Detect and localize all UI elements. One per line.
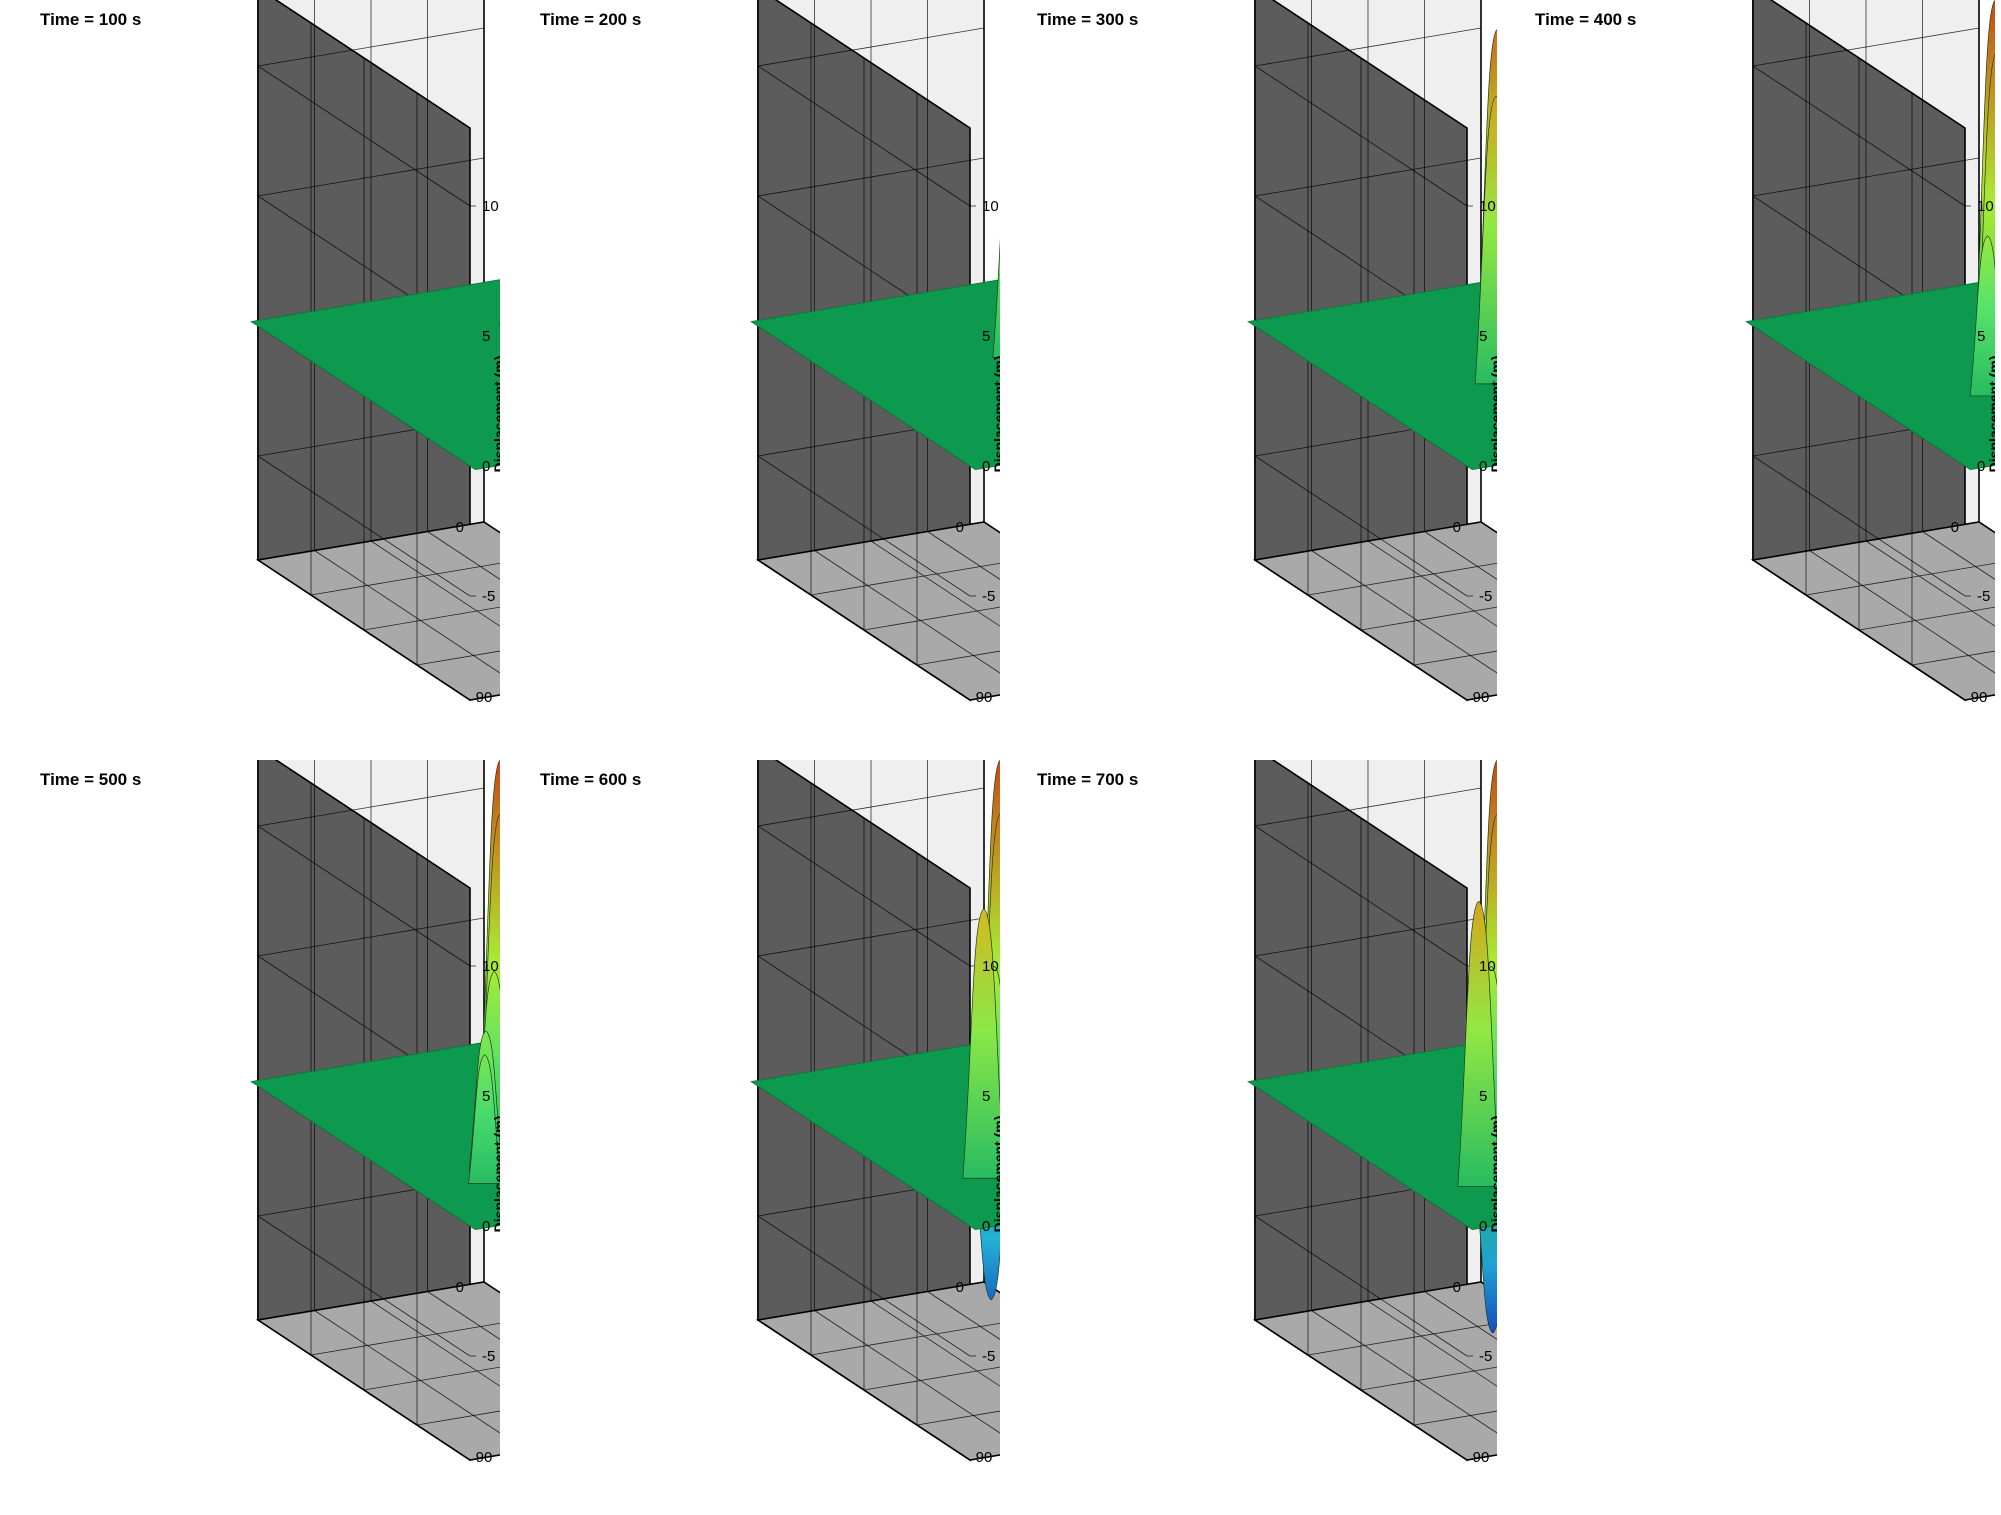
z-tick-label: 5 <box>482 328 490 345</box>
z-tick-label: -5 <box>1977 588 1990 605</box>
z-tick-label: 5 <box>1479 328 1487 345</box>
lon-tick-label: 90 <box>1473 1449 1490 1466</box>
lon-tick-label: 90 <box>976 1449 993 1466</box>
lat-tick-label: 0 <box>956 1279 964 1296</box>
z-axis-label: Displacement (m) <box>1986 356 1995 473</box>
z-tick-label: 0 <box>1479 458 1487 475</box>
lon-tick-label: 90 <box>1971 689 1988 706</box>
z-tick-label: 0 <box>1479 1218 1487 1235</box>
z-tick-label: -5 <box>1479 588 1492 605</box>
z-axis-label: Displacement (m) <box>491 1116 500 1233</box>
z-tick-label: 10 <box>482 198 499 215</box>
lon-tick-label: 90 <box>1473 689 1490 706</box>
z-tick-label: 10 <box>1479 958 1496 975</box>
lat-tick-label: 0 <box>1951 519 1959 536</box>
z-tick-label: 0 <box>982 458 990 475</box>
z-tick-label: 10 <box>1479 198 1496 215</box>
z-tick-label: 5 <box>982 328 990 345</box>
lon-tick-label: 90 <box>476 689 493 706</box>
z-tick-label: 5 <box>982 1088 990 1105</box>
lat-tick-label: 0 <box>456 1279 464 1296</box>
z-tick-label: 10 <box>1977 198 1994 215</box>
z-tick-label: 0 <box>482 1218 490 1235</box>
z-axis-label: Displacement (m) <box>491 356 500 473</box>
z-tick-label: -5 <box>1479 1348 1492 1365</box>
lat-tick-label: 0 <box>956 519 964 536</box>
z-tick-label: 0 <box>482 458 490 475</box>
lat-tick-label: 0 <box>1453 519 1461 536</box>
z-tick-label: -5 <box>982 1348 995 1365</box>
z-axis-label: Displacement (m) <box>1488 1116 1497 1233</box>
z-tick-label: -5 <box>482 1348 495 1365</box>
z-tick-label: 10 <box>482 958 499 975</box>
z-tick-label: -5 <box>482 588 495 605</box>
z-tick-label: 5 <box>1977 328 1985 345</box>
lat-tick-label: 0 <box>456 519 464 536</box>
z-tick-label: 0 <box>982 1218 990 1235</box>
z-tick-label: -5 <box>982 588 995 605</box>
lat-tick-label: 0 <box>1453 1279 1461 1296</box>
z-tick-label: 5 <box>482 1088 490 1105</box>
lon-tick-label: 90 <box>976 689 993 706</box>
z-tick-label: 5 <box>1479 1088 1487 1105</box>
lon-tick-label: 90 <box>476 1449 493 1466</box>
z-tick-label: 0 <box>1977 458 1985 475</box>
